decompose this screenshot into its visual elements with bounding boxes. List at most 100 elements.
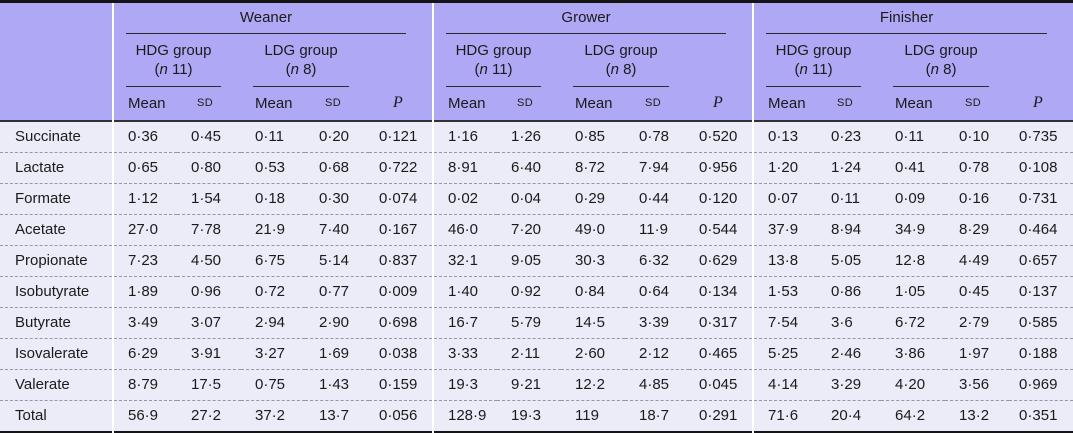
value-cell: 0·585 [1009,307,1073,339]
table-row: Succinate 0·36 0·45 0·11 0·20 0·121 1·16 1·26 0·… [0,120,1073,153]
group-label: LDG group [264,42,338,59]
value-cell: 7·40 [305,214,369,246]
value-cell: 0·045 [689,369,754,401]
p-header: P [1009,86,1073,121]
value-cell: 1·05 [881,276,946,308]
value-cell: 3·91 [177,338,241,370]
value-cell: 5·05 [817,245,882,277]
group-label: LDG group [584,42,658,59]
value-cell: 0·11 [241,120,305,153]
value-cell: 2·79 [945,307,1010,339]
group-header-grower-ldg: LDG group (n 8) [561,34,689,87]
mean-header: Mean [561,86,625,121]
value-cell: 2·60 [561,338,625,370]
value-cell: 128·9 [432,400,497,432]
substrate-label: Acetate [0,214,113,246]
value-cell: 0·23 [817,120,882,153]
value-cell: 1·89 [112,276,177,308]
value-cell: 3·86 [881,338,946,370]
value-cell: 1·69 [305,338,369,370]
value-cell: 0·20 [305,120,369,153]
mean-header: Mean [432,86,497,121]
substrate-label: Isobutyrate [0,276,113,308]
value-cell: 0·04 [497,183,561,215]
group-label: LDG group [904,42,978,59]
value-cell: 2·46 [817,338,882,370]
group-n: (n 11) [154,60,193,78]
substrate-label: Lactate [0,152,113,184]
value-cell: 13·8 [752,245,818,277]
value-cell: 0·121 [369,120,433,153]
value-cell: 0·75 [241,369,305,401]
value-cell: 0·09 [881,183,946,215]
value-cell: 0·11 [817,183,882,215]
value-cell: 0·80 [177,152,241,184]
value-cell: 0·074 [369,183,433,215]
value-cell: 17·5 [177,369,241,401]
value-cell: 6·72 [881,307,946,339]
value-cell: 0·731 [1009,183,1073,215]
value-cell: 27·2 [177,400,241,432]
sd-header: SD [305,86,369,121]
p-header: P [369,86,433,121]
value-cell: 0·85 [561,120,625,153]
value-cell: 7·20 [497,214,561,246]
table-row: Propionate 7·23 4·50 6·75 5·14 0·837 32·1 9·05 3… [0,245,1073,277]
value-cell: 14·5 [561,307,625,339]
substrate-label: Total [0,400,113,432]
value-cell: 7·78 [177,214,241,246]
value-cell: 37·9 [752,214,818,246]
value-cell: 7·54 [752,307,818,339]
section-header-grower: Grower [431,1,754,34]
value-cell: 71·6 [752,400,818,432]
value-cell: 32·1 [432,245,497,277]
value-cell: 49·0 [561,214,625,246]
value-cell: 3·49 [112,307,177,339]
value-cell: 5·79 [497,307,561,339]
value-cell: 0·317 [689,307,754,339]
value-cell: 0·120 [689,183,754,215]
value-cell: 4·50 [177,245,241,277]
value-cell: 0·167 [369,214,433,246]
value-cell: 1·40 [432,276,497,308]
section-title-row: Weaner Grower Finisher [0,1,1073,121]
group-n: (n 8) [605,60,637,78]
value-cell: 0·291 [689,400,754,432]
value-cell: 0·78 [945,152,1010,184]
value-cell: 0·77 [305,276,369,308]
group-header-finisher-hdg: HDG group (n 11) [752,34,882,87]
value-cell: 8·91 [432,152,497,184]
value-cell: 0·78 [625,120,689,153]
value-cell: 3·39 [625,307,689,339]
group-header-finisher-ldg: LDG group (n 8) [881,34,1010,87]
value-cell: 0·837 [369,245,433,277]
value-cell: 1·16 [432,120,497,153]
substrate-label: Valerate [0,369,113,401]
value-cell: 9·21 [497,369,561,401]
value-cell: 0·16 [945,183,1010,215]
value-cell: 34·9 [881,214,946,246]
group-label: HDG group [775,42,852,59]
value-cell: 119 [561,400,625,432]
value-cell: 1·97 [945,338,1010,370]
value-cell: 21·9 [241,214,305,246]
group-n: (n 11) [794,60,833,78]
value-cell: 8·94 [817,214,882,246]
value-cell: 0·351 [1009,400,1073,432]
value-cell: 0·159 [369,369,433,401]
sd-header: SD [177,86,241,121]
table-row: Total 56·9 27·2 37·2 13·7 0·056 128·9 19·3 119 18… [0,400,1073,432]
value-cell: 2·94 [241,307,305,339]
substrate-label: Butyrate [0,307,113,339]
table-row: Lactate 0·65 0·80 0·53 0·68 0·722 8·91 6·40 8·72… [0,152,1073,184]
value-cell: 0·735 [1009,120,1073,153]
value-cell: 5·14 [305,245,369,277]
value-cell: 0·134 [689,276,754,308]
value-cell: 0·13 [752,120,818,153]
value-cell: 0·629 [689,245,754,277]
value-cell: 37·2 [241,400,305,432]
value-cell: 27·0 [112,214,177,246]
table-row: Valerate 8·79 17·5 0·75 1·43 0·159 19·3 9·21 12·… [0,369,1073,401]
value-cell: 11·9 [625,214,689,246]
